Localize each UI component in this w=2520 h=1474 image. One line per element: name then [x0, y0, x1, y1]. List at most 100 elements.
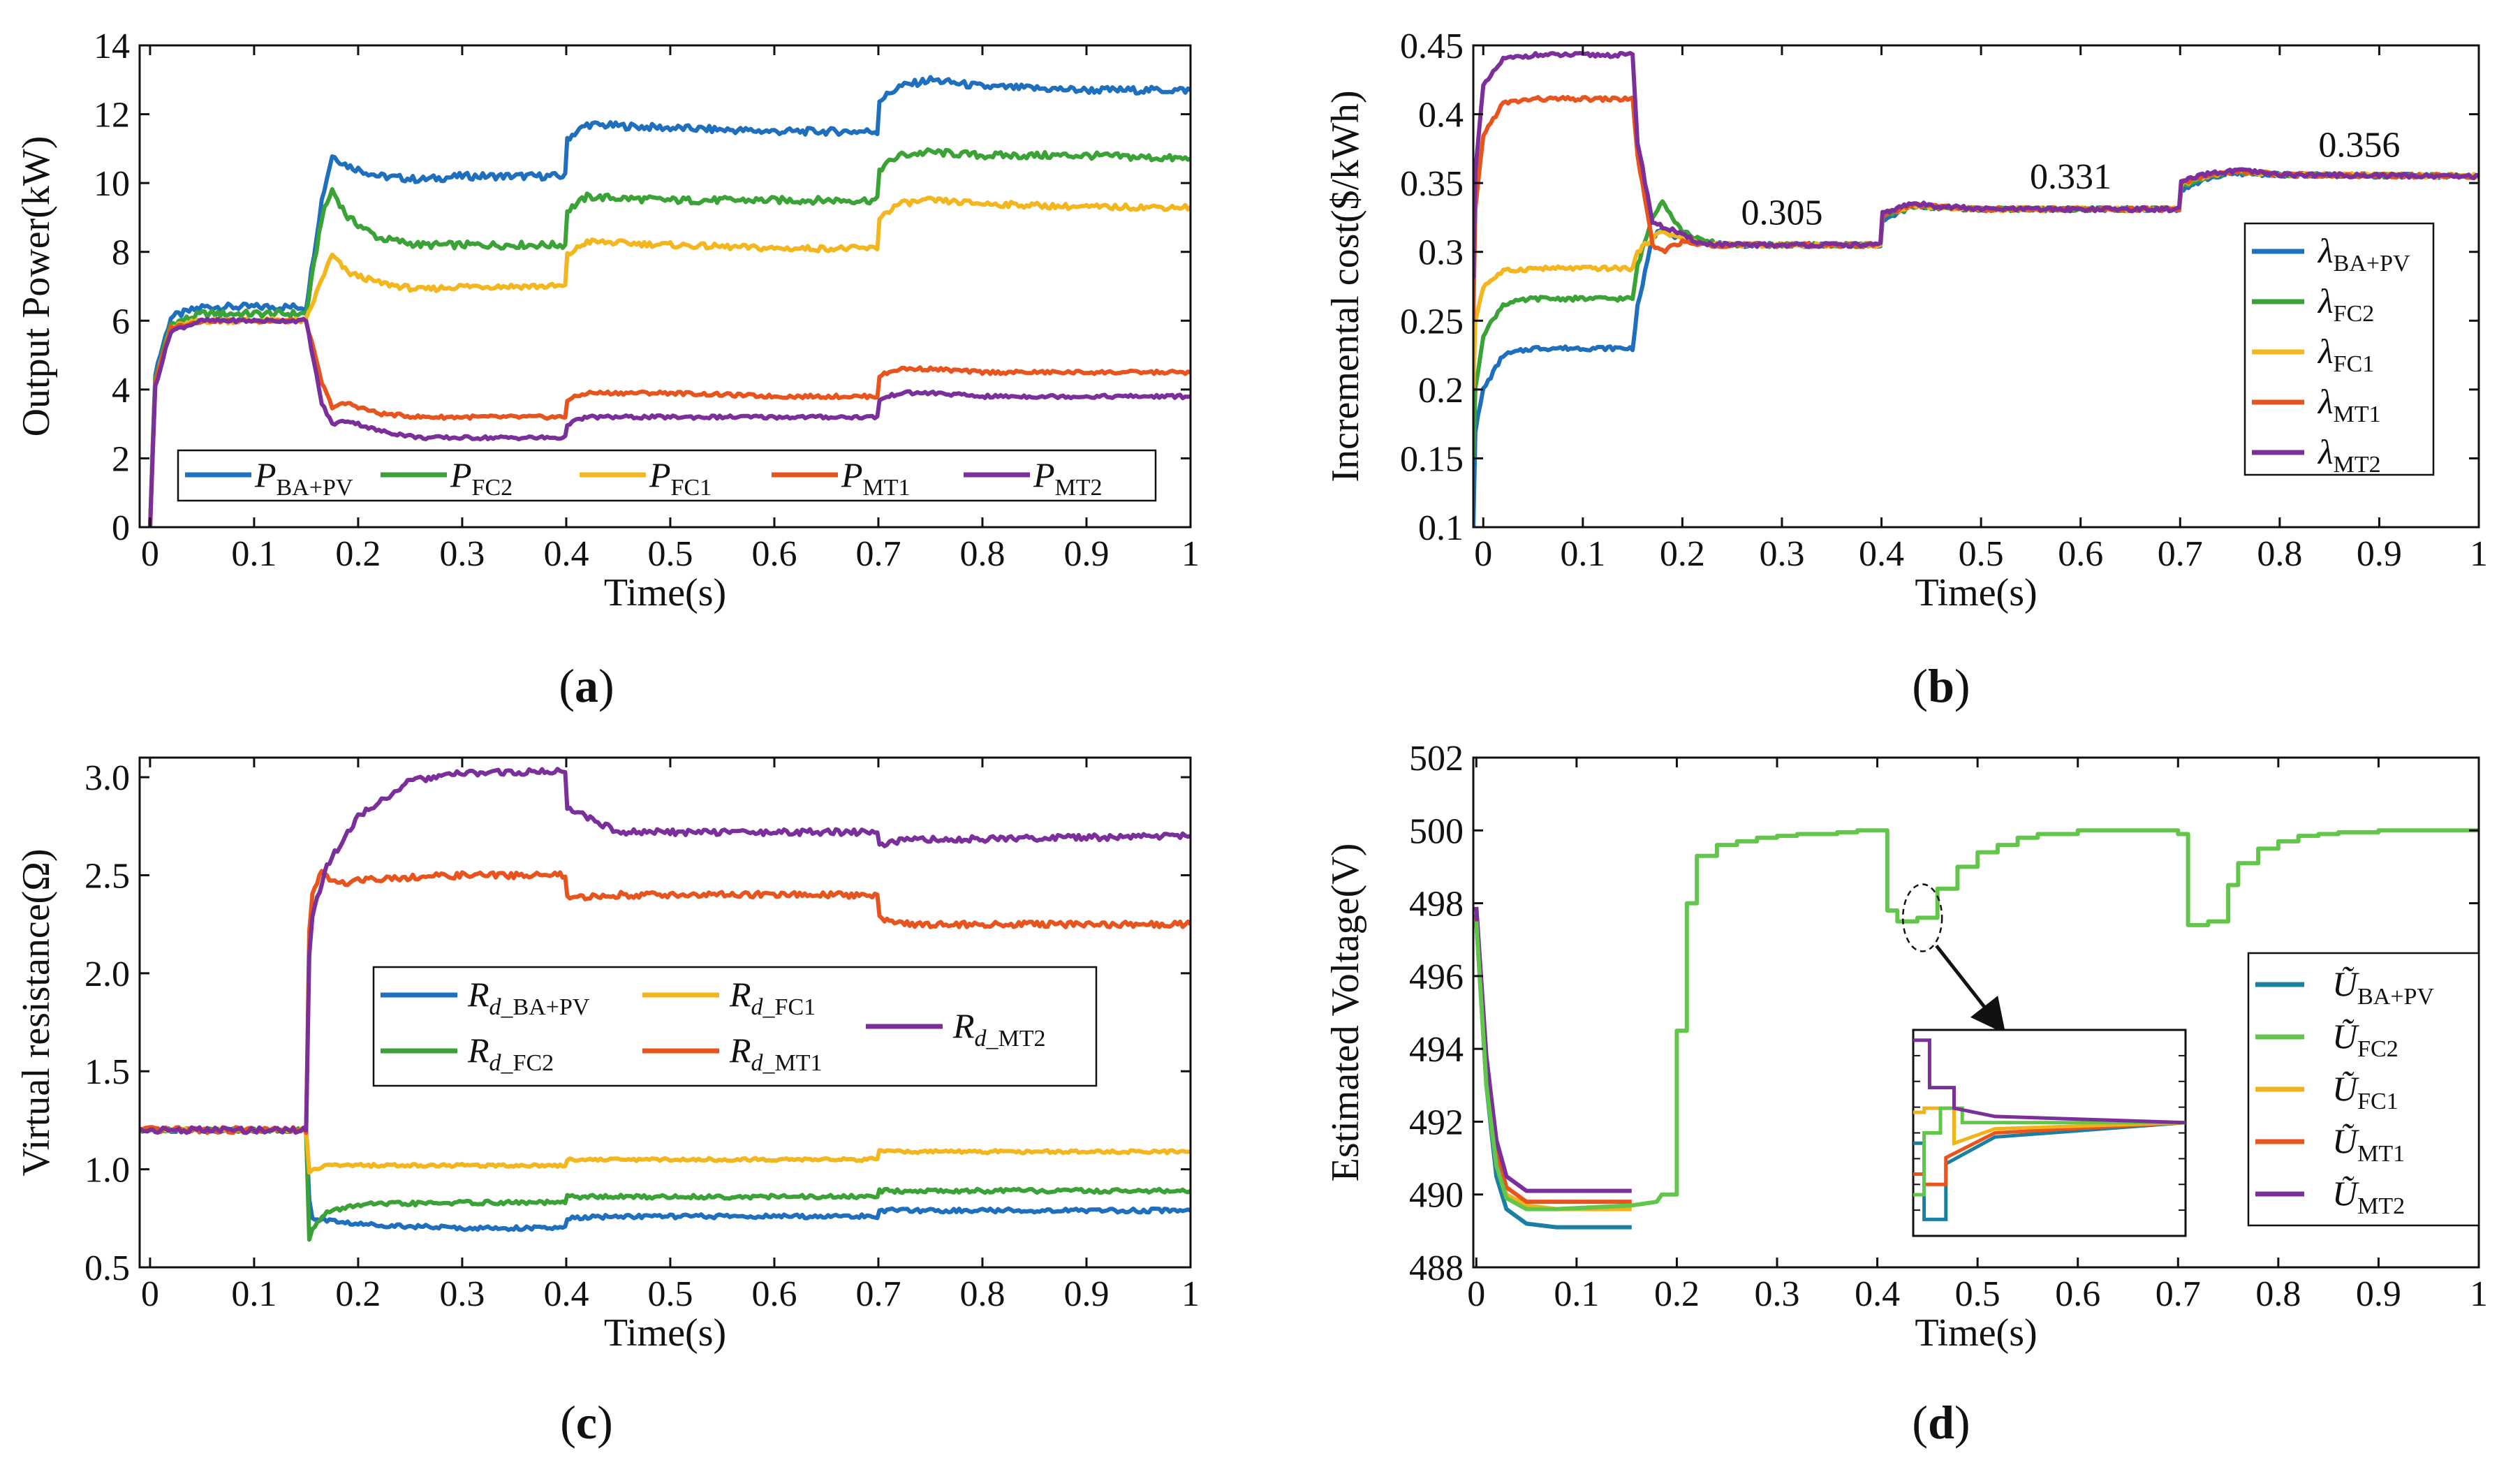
panel-d: 0 0.1 0.2 0.3 0.4 0.5 0.6 0.7 0.8 0.9 1 488 490 492 49…	[1324, 739, 2488, 1449]
y-axis-label: Estimated Voltage(V)	[1324, 843, 1367, 1182]
x-tick-label: 0.2	[335, 534, 381, 574]
legend-label: PFC1	[649, 455, 712, 501]
zoom-ellipse	[1901, 883, 1943, 952]
legend-label: λBA+PV	[2317, 231, 2410, 277]
x-tick-label: 0	[1467, 1274, 1485, 1314]
legend-label: PFC2	[450, 455, 513, 501]
x-tick-label: 0.8	[2255, 1274, 2301, 1314]
legend-symbol: λ	[2317, 382, 2334, 421]
y-tick-label: 494	[1409, 1030, 1464, 1070]
y-tick-label: 12	[94, 96, 130, 135]
x-tick-label: 0.7	[2156, 1274, 2201, 1314]
x-tick-label: 0.1	[1554, 1274, 1599, 1314]
y-axis-label: Output Power(kW)	[15, 136, 58, 437]
axes-frame	[138, 756, 1192, 1269]
y-tick-label: 0	[112, 508, 130, 548]
x-tick-label: 0.5	[647, 534, 693, 574]
x-tick-label: 0.3	[439, 1274, 485, 1314]
x-tick-label: 0.8	[959, 534, 1005, 574]
x-tick-label: 0.5	[647, 1274, 693, 1314]
legend-subscript: MT1	[2357, 1141, 2405, 1167]
x-tick-label: 0.4	[543, 534, 589, 574]
inset-plot	[1912, 1029, 2187, 1237]
legend-box	[372, 966, 1098, 1087]
caption-open: (	[559, 659, 575, 712]
legend-label: Rd_MT1	[729, 1031, 823, 1076]
legend-symbol: R	[729, 975, 751, 1014]
series-line-mt1	[147, 316, 1191, 527]
y-tick-label: 2	[112, 439, 130, 479]
legend-subscript: _MT2	[986, 1026, 1046, 1052]
legend-label: PMT2	[1033, 455, 1103, 501]
y-tick-label: 500	[1409, 811, 1464, 851]
zoom-arrow	[1935, 944, 2006, 1034]
y-tick-label: 4	[112, 371, 130, 411]
series-line-fc2_d	[1474, 828, 2479, 1211]
y-tick-label: 0.45	[1400, 27, 1464, 66]
x-axis-label: Time(s)	[604, 1311, 726, 1355]
x-tick-label: 0.8	[2257, 534, 2302, 574]
x-tick-label: 0.2	[1660, 534, 1705, 574]
x-tick-label: 0.7	[2158, 534, 2203, 574]
caption-close: )	[1954, 1396, 1970, 1449]
series-line-fc1	[148, 196, 1191, 527]
caption-close: )	[1954, 659, 1970, 712]
panel-a: 0 0.1 0.2 0.3 0.4 0.5 0.6 0.7 0.8 0.9 102468101214…	[15, 27, 1200, 712]
x-tick-label: 0.2	[335, 1274, 381, 1314]
y-tick-label: 490	[1409, 1176, 1464, 1216]
legend-symbol: λ	[2317, 332, 2334, 371]
legend-subscript-var: d	[489, 994, 502, 1020]
caption-open: (	[1912, 1396, 1928, 1449]
caption-letter: a	[575, 659, 598, 712]
legend-symbol: Ũ	[2332, 1017, 2359, 1056]
legend-subscript: FC1	[671, 475, 712, 501]
y-tick-label: 0.3	[1418, 233, 1464, 273]
panel-caption: (b)	[1912, 659, 1970, 712]
legend-box	[2243, 222, 2435, 476]
legend-subscript: FC1	[2334, 351, 2375, 377]
series-line-mt1	[140, 869, 1191, 1135]
legend-label: ŨBA+PV	[2332, 964, 2434, 1010]
series-line-ba_pv	[140, 1126, 1191, 1232]
y-tick-label: 492	[1409, 1103, 1464, 1142]
legend-subscript: _FC2	[501, 1050, 554, 1076]
series-line-ba_pv_d	[1474, 921, 1632, 1230]
plot-area	[1474, 828, 2479, 1230]
x-axis-label: Time(s)	[1915, 571, 2037, 614]
caption-letter: c	[576, 1396, 597, 1449]
y-tick-label: 0.4	[1418, 96, 1464, 135]
caption-close: )	[598, 659, 614, 712]
caption-open: (	[560, 1396, 576, 1449]
legend-symbol: P	[649, 455, 671, 494]
legend-subscript: FC2	[2357, 1036, 2399, 1062]
x-tick-label: 0.5	[1959, 534, 2004, 574]
legend-label: Rd_BA+PV	[467, 975, 590, 1020]
panel-caption: (d)	[1912, 1396, 1970, 1449]
legend-subscript: BA+PV	[2334, 251, 2410, 277]
x-tick-label: 0.7	[855, 1274, 901, 1314]
x-tick-label: 0.5	[1955, 1274, 2000, 1314]
legend-subscript-var: d	[975, 1026, 987, 1052]
x-tick-label: 0.3	[1759, 534, 1804, 574]
x-tick-label: 0.6	[751, 534, 797, 574]
legend-label: PMT1	[841, 455, 911, 501]
legend-label: λFC1	[2317, 332, 2374, 377]
y-axis-label: Incremental cost($/kWh)	[1324, 90, 1367, 482]
panel-caption: (a)	[559, 659, 614, 712]
x-tick-label: 0.6	[2058, 534, 2103, 574]
value-annotation: 0.305	[1741, 193, 1822, 233]
legend-subscript: MT2	[2357, 1193, 2405, 1219]
caption-letter: b	[1928, 659, 1954, 712]
x-tick-label: 0	[141, 1274, 159, 1314]
y-tick-label: 0.35	[1400, 164, 1464, 204]
legend-subscript: BA+PV	[2357, 984, 2434, 1010]
x-tick-label: 0.6	[2055, 1274, 2100, 1314]
plot-area	[140, 767, 1191, 1242]
legend-symbol: Ũ	[2332, 1069, 2359, 1108]
legend-symbol: R	[467, 1031, 489, 1070]
legend-label: λFC2	[2317, 281, 2374, 327]
legend-symbol: R	[467, 975, 489, 1014]
